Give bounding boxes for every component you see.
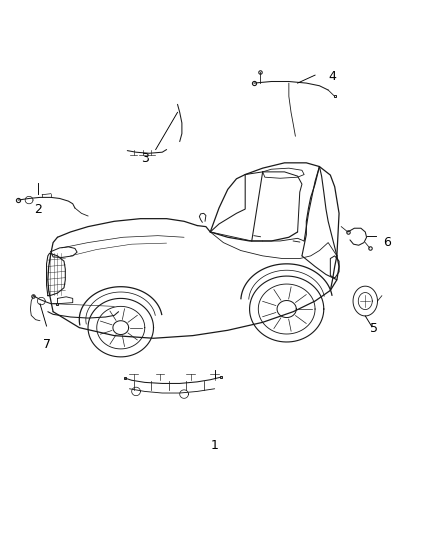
Text: 5: 5 [370,322,378,335]
Text: 2: 2 [34,203,42,216]
Text: 3: 3 [141,152,149,165]
Text: 7: 7 [42,338,50,351]
Text: 4: 4 [328,70,336,83]
Text: 1: 1 [211,439,219,453]
Text: 6: 6 [383,236,391,249]
